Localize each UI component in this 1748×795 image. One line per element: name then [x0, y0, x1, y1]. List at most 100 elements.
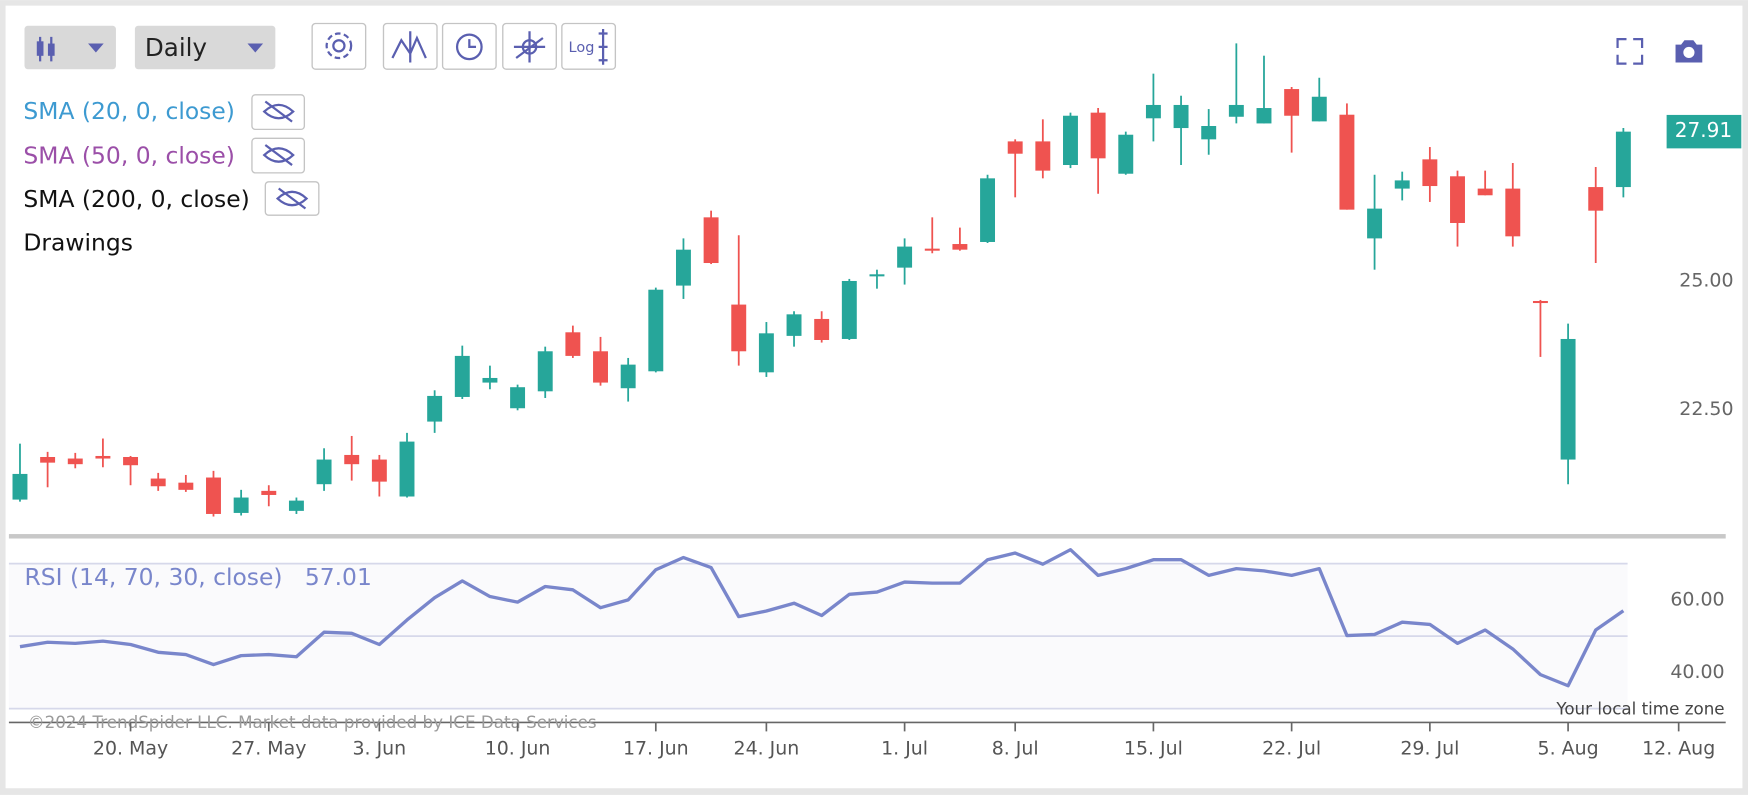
candle-body — [869, 274, 885, 277]
crosshair-button[interactable] — [502, 22, 557, 70]
candle-body — [1367, 208, 1383, 239]
candle-body — [1450, 176, 1465, 223]
chart-type-dropdown[interactable] — [24, 25, 116, 70]
x-tick-label: 12. Aug — [1642, 738, 1715, 760]
candle-body — [565, 332, 581, 356]
candle-body — [510, 387, 526, 409]
candle-body — [952, 244, 968, 250]
candle-body — [897, 246, 913, 268]
candle-body — [620, 364, 636, 389]
y-tick-label: 40.00 — [1670, 661, 1724, 683]
candle-body — [648, 289, 664, 372]
indicator-icon — [391, 31, 427, 63]
eye-icon — [275, 187, 309, 210]
log-icon — [598, 29, 608, 65]
x-tick-label: 22. Jul — [1262, 738, 1321, 760]
fullscreen-button[interactable] — [1616, 37, 1644, 65]
gear-icon — [332, 39, 346, 53]
visibility-toggle[interactable] — [251, 137, 306, 174]
settings-button[interactable] — [311, 22, 367, 70]
indicator-label: SMA (200, 0, close) — [23, 185, 249, 213]
candle-body — [675, 249, 691, 286]
visibility-toggle[interactable] — [264, 181, 320, 216]
copyright: ©2024 TrendSpider LLC. Market data provi… — [28, 712, 597, 732]
gear-icon — [325, 32, 353, 60]
dropdown-arrow — [247, 43, 264, 53]
candle-body — [537, 351, 553, 392]
button-bg — [311, 22, 367, 70]
x-tick-label: 20. May — [93, 738, 168, 760]
candle-body — [786, 314, 802, 336]
candle-body — [1560, 338, 1576, 460]
rsi-legend: RSI (14, 70, 30, close) — [25, 563, 283, 591]
candle-body — [206, 477, 221, 514]
candle-body — [1284, 89, 1300, 116]
candle-body — [261, 490, 277, 495]
candle-body — [40, 456, 56, 463]
indicator-button[interactable] — [382, 22, 438, 70]
candle-body — [593, 351, 608, 383]
candle-body — [924, 248, 940, 251]
candle-body — [1311, 96, 1327, 122]
x-tick-label: 8. Jul — [992, 738, 1039, 760]
candle-body — [1228, 104, 1244, 117]
y-tick-label: 22.50 — [1679, 398, 1733, 420]
x-tick-label: 5. Aug — [1538, 738, 1599, 760]
clock-icon — [455, 33, 483, 61]
rsi-value-label: 57.01 — [305, 563, 372, 591]
interval-label: Daily — [145, 33, 207, 62]
timezone-note: Your local time zone — [1555, 699, 1724, 719]
x-tick-label: 3. Jun — [353, 738, 407, 760]
x-tick-label: 1. Jul — [881, 738, 928, 760]
candle-body — [1588, 187, 1604, 211]
candle-body — [427, 395, 443, 422]
candle-body — [1007, 141, 1023, 154]
candle-body — [288, 500, 304, 511]
candle-body — [178, 482, 194, 490]
fullscreen-icon — [1616, 37, 1644, 65]
dropdown-arrow — [88, 43, 104, 53]
candle-body — [1422, 159, 1438, 187]
log-button[interactable]: Log — [561, 22, 617, 70]
candle-body — [316, 459, 332, 485]
x-tick-label: 24. Jun — [734, 738, 800, 760]
last-price-box — [1666, 114, 1742, 149]
snapshot-button[interactable] — [1675, 40, 1703, 63]
eye-icon — [262, 100, 295, 123]
candle-body — [1394, 180, 1410, 189]
y-tick-label: 25.00 — [1679, 269, 1733, 291]
interval-dropdown[interactable]: Daily — [134, 25, 276, 70]
candle-body — [399, 441, 415, 497]
x-tick-label: 27. May — [231, 738, 306, 760]
candle-body — [1173, 104, 1189, 129]
clock-icon — [468, 39, 477, 49]
candle-body — [1145, 104, 1161, 119]
candle-body — [371, 459, 387, 482]
time-button[interactable] — [441, 22, 497, 70]
candle-body — [814, 318, 830, 340]
candle-body — [1505, 188, 1521, 237]
y-tick-label: 60.00 — [1670, 588, 1724, 610]
pane-separator — [8, 534, 1726, 539]
candle-body — [1477, 188, 1493, 196]
candle-body — [1035, 141, 1051, 171]
candle-body — [1532, 300, 1548, 304]
candle-body — [1256, 108, 1272, 124]
candle-body — [703, 217, 719, 264]
drawings-label: Drawings — [23, 229, 133, 257]
candle-icon — [36, 41, 44, 56]
crosshair-icon — [513, 31, 546, 63]
candle-body — [454, 355, 470, 397]
candle-body — [1118, 134, 1134, 174]
candle-body — [1339, 114, 1355, 210]
camera-icon — [1683, 46, 1695, 59]
candle-body — [67, 458, 83, 465]
candle-body — [482, 377, 498, 383]
x-tick-label: 29. Jul — [1400, 738, 1459, 760]
visibility-toggle[interactable] — [251, 94, 306, 131]
dropdown-bg — [24, 25, 116, 70]
candle-body — [980, 178, 996, 242]
candle-body — [1090, 112, 1106, 159]
